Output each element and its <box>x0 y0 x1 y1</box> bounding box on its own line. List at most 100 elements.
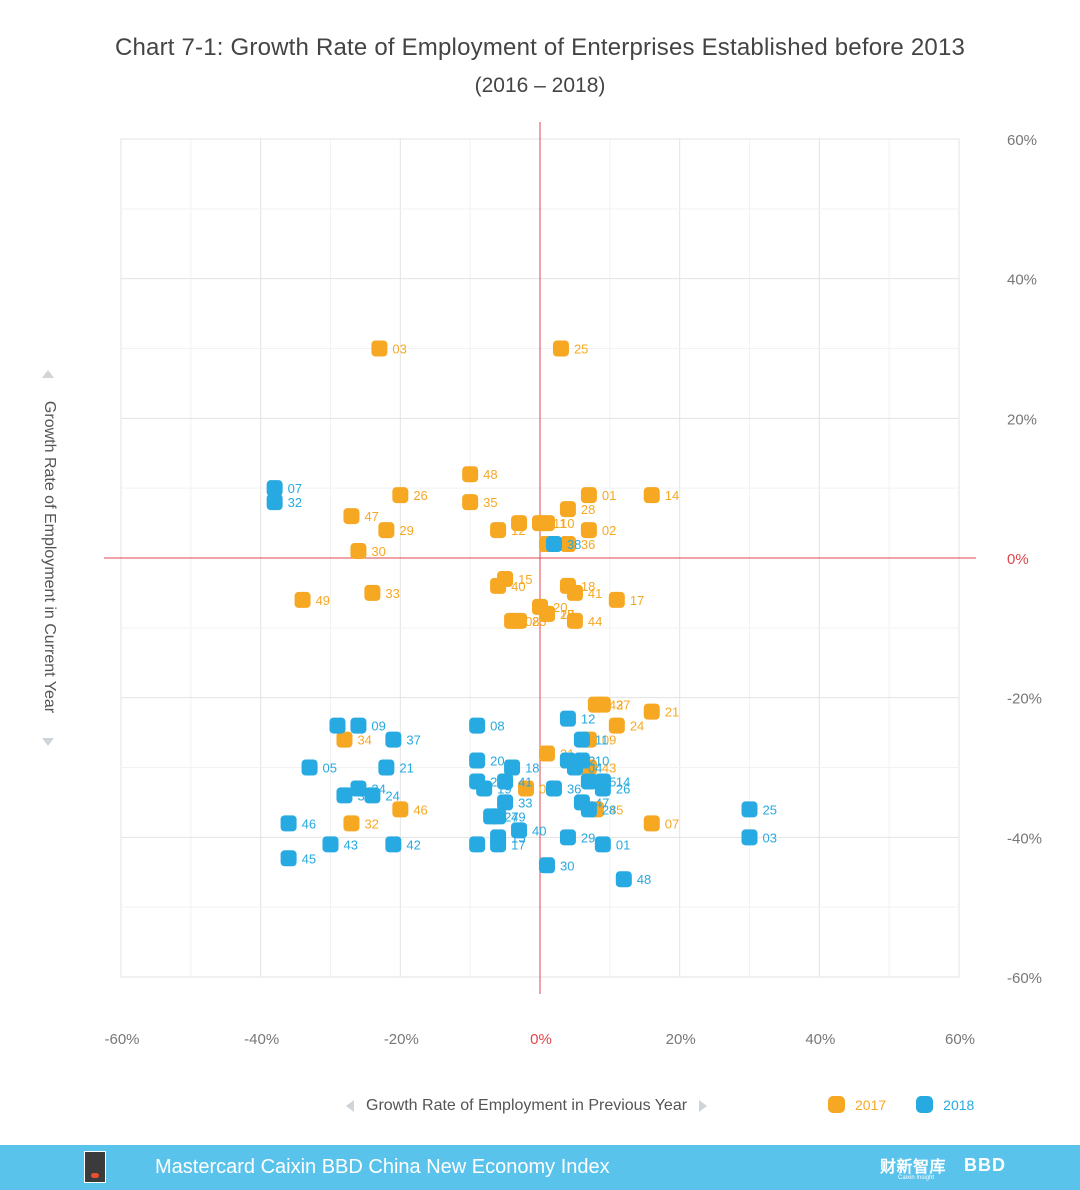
point-label-2017-01: 01 <box>602 488 616 503</box>
point-label-2018-28: 28 <box>602 802 616 817</box>
x-tick-label: 20% <box>666 1031 696 1048</box>
data-point-2017-37 <box>594 696 611 713</box>
point-label-2018-41: 41 <box>518 774 532 789</box>
data-point-2017-05 <box>518 780 535 797</box>
data-point-2017-32 <box>343 815 360 832</box>
arrow-down-icon <box>42 738 54 746</box>
legend-label-2017: 2017 <box>855 1096 887 1113</box>
point-label-2018-11: 11 <box>595 733 609 748</box>
point-label-2018-40: 40 <box>532 823 546 838</box>
data-point-2018-07 <box>266 480 283 497</box>
caixin-insight-logo: 财新智库 <box>880 1159 947 1176</box>
data-point-2017-25 <box>552 340 569 357</box>
data-point-2018-36 <box>545 780 562 797</box>
data-point-2017-29 <box>378 522 395 539</box>
point-label-2017-20: 20 <box>553 600 567 615</box>
legend-item-2018[interactable]: 2018 <box>916 1096 974 1113</box>
data-point-2018-34 <box>350 780 367 797</box>
data-point-2017-07 <box>643 815 660 832</box>
x-tick-label: -20% <box>384 1031 419 1048</box>
data-point-2018-18 <box>504 759 521 776</box>
data-point-2018-42 <box>385 836 402 853</box>
point-label-2018-47: 47 <box>595 795 609 810</box>
point-label-2018-20: 20 <box>490 754 504 769</box>
point-label-2017-45: 45 <box>609 802 623 817</box>
data-point-2017-21 <box>643 703 660 720</box>
data-point-2017-19 <box>538 605 555 622</box>
point-label-2018-33: 33 <box>518 795 532 810</box>
point-label-2017-28: 28 <box>581 502 595 517</box>
data-point-2018-44 <box>469 836 486 853</box>
point-label-2018-36: 36 <box>567 781 581 796</box>
mastercard-mark-icon <box>91 1173 99 1178</box>
data-point-2017-30 <box>350 543 367 560</box>
point-label-2017-47: 47 <box>364 509 378 524</box>
legend-swatch-2017 <box>828 1096 845 1113</box>
point-label-2017-09: 09 <box>602 733 616 748</box>
point-label-2018-15: 15 <box>511 830 525 845</box>
arrow-left-icon <box>346 1100 354 1112</box>
arrow-right-icon <box>699 1100 708 1112</box>
data-point-2018-28 <box>580 801 597 818</box>
point-label-2018-29: 29 <box>581 830 595 845</box>
x-axis-title-group: Growth Rate of Employment in Previous Ye… <box>346 1094 708 1118</box>
data-point-2018-17 <box>490 836 507 853</box>
data-point-2017-26 <box>392 487 409 504</box>
point-label-2017-17: 17 <box>630 593 644 608</box>
y-tick-label: -40% <box>1007 830 1042 847</box>
data-point-2018-22 <box>329 717 346 734</box>
data-point-2017-01 <box>580 487 597 504</box>
legend-label-2018: 2018 <box>943 1096 975 1113</box>
data-point-2018-49 <box>490 808 507 825</box>
point-label-2017-08: 08 <box>525 614 539 629</box>
point-label-2017-36: 36 <box>581 537 595 552</box>
point-label-2017-24: 24 <box>630 719 644 734</box>
point-label-2017-15: 15 <box>518 572 532 587</box>
data-point-2018-08 <box>469 717 486 734</box>
x-tick-label: -60% <box>104 1031 139 1048</box>
y-tick-label: 0% <box>1007 551 1029 568</box>
point-label-2018-27: 27 <box>504 809 518 824</box>
data-point-2018-43 <box>322 836 339 853</box>
point-label-2018-46: 46 <box>302 816 316 831</box>
data-point-2017-41 <box>566 584 583 601</box>
data-point-2017-17 <box>608 591 625 608</box>
data-point-2018-20 <box>469 752 486 769</box>
point-label-2018-07: 07 <box>288 481 302 496</box>
point-label-2017-48: 48 <box>483 467 497 482</box>
data-point-2018-45 <box>280 850 297 867</box>
point-label-2017-34: 34 <box>357 733 371 748</box>
y-axis-title: Growth Rate of Employment in Current Yea… <box>41 400 58 714</box>
y-tick-label: -60% <box>1007 970 1042 987</box>
data-point-2018-26 <box>594 780 611 797</box>
data-point-2018-19 <box>476 780 493 797</box>
point-label-2018-17: 17 <box>511 837 525 852</box>
point-label-2018-04: 04 <box>588 761 602 776</box>
data-point-2018-33 <box>497 794 514 811</box>
data-point-2018-29 <box>559 829 576 846</box>
point-label-2018-03: 03 <box>763 830 777 845</box>
data-point-2018-12 <box>559 710 576 727</box>
point-label-2017-41: 41 <box>588 586 602 601</box>
caixin-insight-sub: Caixin Insight <box>898 1175 935 1181</box>
data-point-2017-46 <box>392 801 409 818</box>
point-label-2018-25: 25 <box>763 802 777 817</box>
x-tick-label: 60% <box>945 1031 975 1048</box>
data-point-2018-09 <box>350 717 367 734</box>
point-label-2017-35: 35 <box>483 495 497 510</box>
point-label-2018-49: 49 <box>511 809 525 824</box>
legend-item-2017[interactable]: 2017 <box>828 1096 886 1113</box>
x-tick-label: 0% <box>530 1031 552 1048</box>
data-point-2017-28 <box>559 501 576 518</box>
point-label-2017-37: 37 <box>616 698 630 713</box>
y-tick-label: 60% <box>1007 132 1037 149</box>
point-label-2018-14: 14 <box>616 774 630 789</box>
data-point-2018-38 <box>545 536 562 553</box>
data-point-2017-48 <box>462 466 479 483</box>
point-label-2018-12: 12 <box>581 712 595 727</box>
data-point-2018-35 <box>580 773 597 790</box>
data-point-2018-03 <box>741 829 758 846</box>
point-label-2018-43: 43 <box>344 837 358 852</box>
scatter-chart: 60% 40% 20% 0% -20% -40% -60% -60% -40% -20% 0% 20%… <box>104 122 1042 1048</box>
point-label-2017-19: 19 <box>560 607 574 622</box>
